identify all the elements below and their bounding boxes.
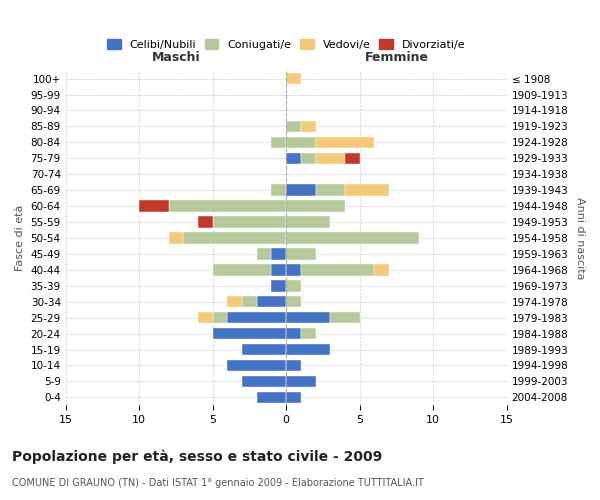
Bar bbox=[286, 312, 331, 324]
Bar bbox=[257, 248, 271, 260]
Bar bbox=[286, 73, 301, 85]
Bar bbox=[271, 248, 286, 260]
Bar bbox=[212, 328, 286, 340]
Bar bbox=[301, 152, 316, 164]
Text: Maschi: Maschi bbox=[152, 52, 200, 64]
Y-axis label: Fasce di età: Fasce di età bbox=[15, 205, 25, 271]
Bar bbox=[316, 152, 345, 164]
Bar bbox=[242, 376, 286, 387]
Bar bbox=[301, 120, 316, 132]
Bar bbox=[271, 264, 286, 276]
Bar bbox=[183, 232, 286, 243]
Bar bbox=[316, 136, 374, 148]
Bar bbox=[286, 232, 419, 243]
Bar bbox=[212, 216, 286, 228]
Bar bbox=[169, 232, 183, 243]
Bar bbox=[257, 296, 286, 308]
Bar bbox=[286, 392, 301, 403]
Bar bbox=[242, 296, 257, 308]
Text: Popolazione per età, sesso e stato civile - 2009: Popolazione per età, sesso e stato civil… bbox=[12, 450, 382, 464]
Bar bbox=[374, 264, 389, 276]
Bar bbox=[286, 264, 301, 276]
Bar bbox=[286, 328, 301, 340]
Bar bbox=[286, 344, 331, 355]
Bar bbox=[139, 200, 169, 212]
Bar bbox=[286, 184, 316, 196]
Bar bbox=[286, 136, 316, 148]
Bar bbox=[286, 360, 301, 371]
Bar bbox=[345, 184, 389, 196]
Bar bbox=[257, 392, 286, 403]
Bar bbox=[198, 312, 212, 324]
Bar bbox=[227, 360, 286, 371]
Bar bbox=[286, 248, 316, 260]
Bar bbox=[286, 200, 345, 212]
Bar bbox=[331, 312, 360, 324]
Bar bbox=[242, 344, 286, 355]
Bar bbox=[286, 280, 301, 291]
Bar bbox=[345, 152, 360, 164]
Bar bbox=[301, 264, 374, 276]
Bar bbox=[301, 328, 316, 340]
Bar bbox=[227, 312, 286, 324]
Bar bbox=[271, 136, 286, 148]
Legend: Celibi/Nubili, Coniugati/e, Vedovi/e, Divorziati/e: Celibi/Nubili, Coniugati/e, Vedovi/e, Di… bbox=[104, 36, 469, 54]
Text: COMUNE DI GRAUNO (TN) - Dati ISTAT 1° gennaio 2009 - Elaborazione TUTTITALIA.IT: COMUNE DI GRAUNO (TN) - Dati ISTAT 1° ge… bbox=[12, 478, 424, 488]
Bar bbox=[227, 296, 242, 308]
Bar bbox=[286, 376, 316, 387]
Y-axis label: Anni di nascita: Anni di nascita bbox=[575, 196, 585, 279]
Bar bbox=[212, 312, 227, 324]
Bar bbox=[316, 184, 345, 196]
Bar bbox=[286, 120, 301, 132]
Bar bbox=[212, 264, 271, 276]
Bar bbox=[169, 200, 286, 212]
Bar bbox=[271, 280, 286, 291]
Bar bbox=[286, 216, 331, 228]
Bar bbox=[286, 296, 301, 308]
Bar bbox=[198, 216, 212, 228]
Text: Femmine: Femmine bbox=[364, 52, 428, 64]
Bar bbox=[271, 184, 286, 196]
Bar bbox=[286, 152, 301, 164]
